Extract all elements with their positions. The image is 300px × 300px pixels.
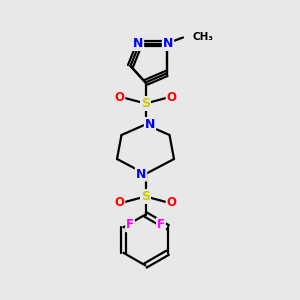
Text: O: O xyxy=(167,91,177,104)
Text: N: N xyxy=(163,37,173,50)
Text: O: O xyxy=(114,196,124,209)
Text: S: S xyxy=(141,190,150,203)
Text: N: N xyxy=(133,37,143,50)
Text: O: O xyxy=(114,91,124,104)
Text: F: F xyxy=(157,218,165,231)
Text: CH₃: CH₃ xyxy=(193,32,214,43)
Text: O: O xyxy=(167,196,177,209)
Text: S: S xyxy=(141,97,150,110)
Text: N: N xyxy=(136,167,146,181)
Text: F: F xyxy=(126,218,134,231)
Text: N: N xyxy=(145,118,155,131)
